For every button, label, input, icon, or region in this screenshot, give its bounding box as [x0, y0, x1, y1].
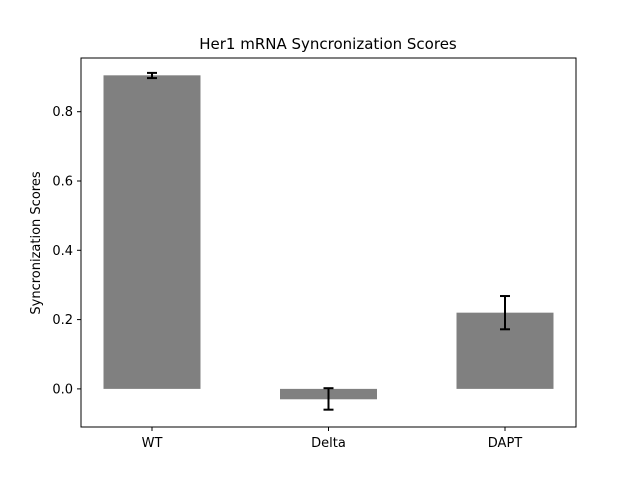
axes-frame: [80, 57, 577, 428]
y-tick-label: 0.0: [52, 382, 73, 397]
y-tick-label: 0.8: [52, 105, 73, 120]
x-tick-label: Delta: [311, 436, 346, 451]
chart-title: Her1 mRNA Syncronization Scores: [199, 35, 457, 53]
x-tick-label: WT: [142, 436, 163, 451]
y-axis-label: Syncronization Scores: [29, 171, 44, 314]
y-tick-label: 0.6: [52, 175, 73, 190]
x-tick-label: DAPT: [488, 436, 523, 451]
plot-area: 0.0 0.2 0.4 0.6 0.8 WT Delta DAPT: [52, 71, 554, 451]
y-tick-label: 0.4: [52, 244, 73, 259]
y-tick-label: 0.2: [52, 313, 73, 328]
bar-wt: [103, 75, 201, 389]
